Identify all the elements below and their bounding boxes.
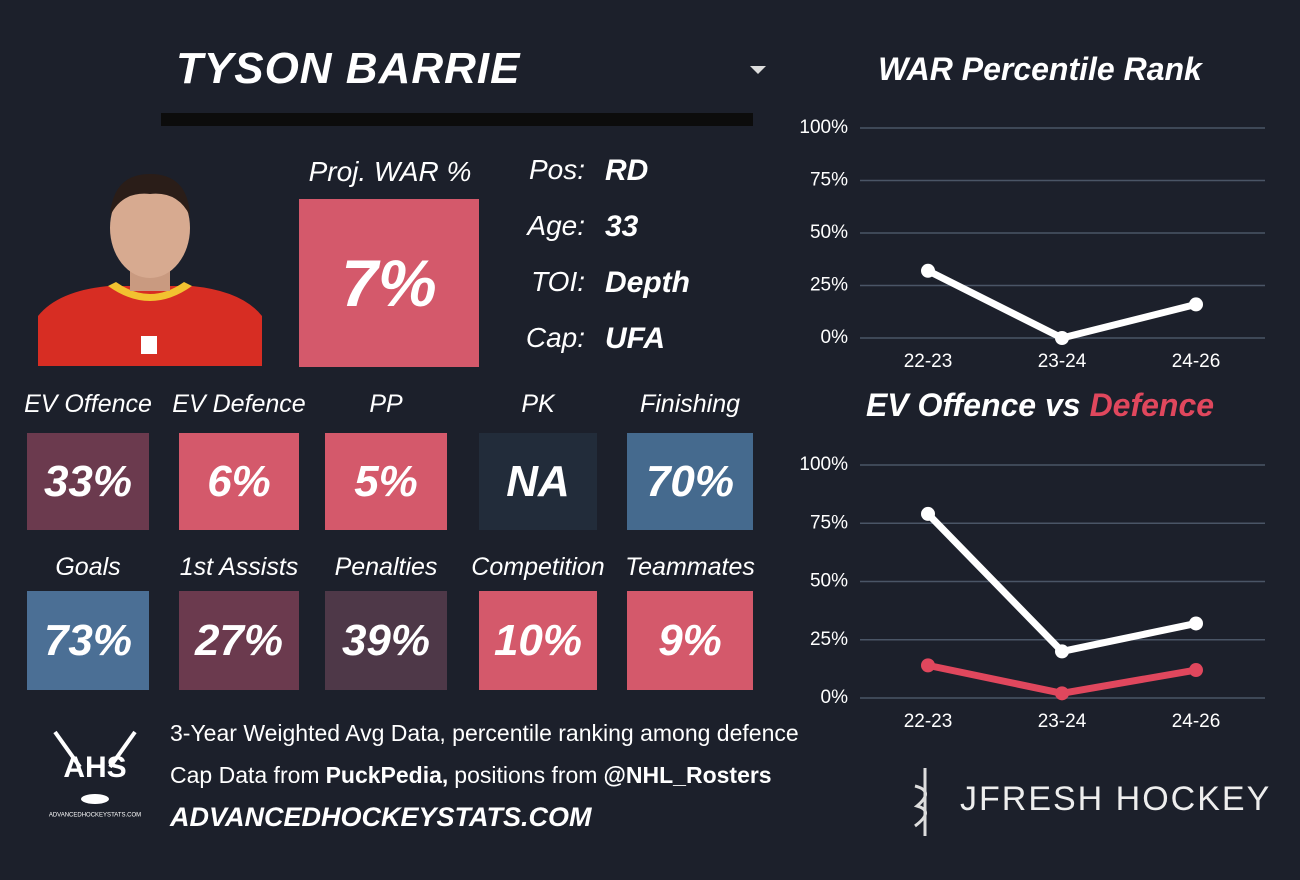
stat-label: 1st Assists [179,553,299,581]
stat-label: Finishing [639,390,741,418]
y-tick-label: 75% [810,512,848,533]
data-point [921,658,935,673]
data-point [1055,644,1069,659]
proj-war-label: Proj. WAR % [308,156,472,187]
ahs-logo: AHS ADVANCEDHOCKEYSTATS.COM [49,730,141,819]
y-tick-label: 50% [810,222,848,243]
info-value: 33 [605,210,639,243]
data-point [1055,331,1069,345]
stat-tile: 6% [179,433,299,530]
stat-tile: 27% [179,591,299,690]
x-tick-label: 23-24 [1038,711,1087,732]
footer-line1: 3-Year Weighted Avg Data, percentile ran… [170,720,799,746]
stat-label: EV Offence [24,390,152,418]
y-tick-label: 25% [810,275,848,296]
brand-logo [913,768,927,836]
stat-label: PP [369,390,403,418]
chart-title-text: WAR Percentile Rank [878,51,1204,87]
stat-tile: 9% [627,591,753,690]
proj-war-tile: 7% [299,199,479,367]
series-line [925,511,1197,655]
x-tick-label: 22-23 [904,351,953,372]
stat-tile: 39% [325,591,447,690]
logo-text: AHS [63,751,126,784]
stat-label: PK [521,390,555,418]
stat-label: Competition [471,553,605,581]
website[interactable]: ADVANCEDHOCKEYSTATS.COM [170,802,592,832]
stat-label: Penalties [334,553,438,581]
y-tick-label: 100% [799,117,848,138]
y-tick-label: 0% [821,687,849,708]
y-tick-label: 25% [810,629,848,650]
x-tick-label: 23-24 [1038,351,1087,372]
data-point [921,263,935,278]
stat-tile: 10% [479,591,597,690]
name-underline [161,113,753,126]
player-name: TYSON BARRIE [176,44,521,93]
x-tick-label: 24-26 [1172,711,1221,732]
data-point [1055,686,1069,701]
stat-label: Goals [55,553,121,581]
info-key: Cap: [525,322,585,353]
footer-source: @NHL_Rosters [603,762,772,788]
info-key: TOI: [531,266,585,297]
info-value: RD [605,154,649,187]
data-point [1189,663,1203,678]
brand-name: JFRESH HOCKEY [960,780,1272,818]
player-dropdown[interactable] [750,66,766,74]
stat-tile: NA [479,433,597,530]
info-key: Pos: [528,154,585,185]
x-tick-label: 22-23 [904,711,953,732]
stat-label: EV Defence [172,390,306,418]
y-tick-label: 75% [810,170,848,191]
x-tick-label: 24-26 [1172,351,1221,372]
info-key: Age: [527,210,585,241]
footer-text: positions from [454,762,598,788]
y-tick-label: 50% [810,571,848,592]
stat-tile: 5% [325,433,447,530]
y-tick-label: 0% [821,327,849,348]
logo-subtext: ADVANCEDHOCKEYSTATS.COM [49,813,141,819]
info-value: Depth [605,266,690,299]
chart-title-highlight: Defence [1090,387,1215,423]
chart-title: WAR Percentile Rank [878,51,1204,87]
data-point [1189,616,1203,631]
stat-tile: 70% [627,433,753,530]
stat-tile: 73% [27,591,149,690]
stat-tile: 33% [27,433,149,530]
footer-line2: Cap Data from PuckPedia, positions from @NH… [170,762,772,789]
data-point [1189,297,1203,312]
chart-title-text: EV Offence vs [866,387,1081,423]
footer-text: Cap Data from [170,762,320,788]
footer-source: PuckPedia, [325,762,449,788]
series-line [926,267,1197,342]
y-tick-label: 100% [799,454,848,475]
stat-label: Teammates [625,553,755,581]
info-value: UFA [605,322,665,355]
chart-title: EV Offence vs Defence [866,387,1214,423]
player-photo [38,174,262,366]
data-point [921,506,935,521]
